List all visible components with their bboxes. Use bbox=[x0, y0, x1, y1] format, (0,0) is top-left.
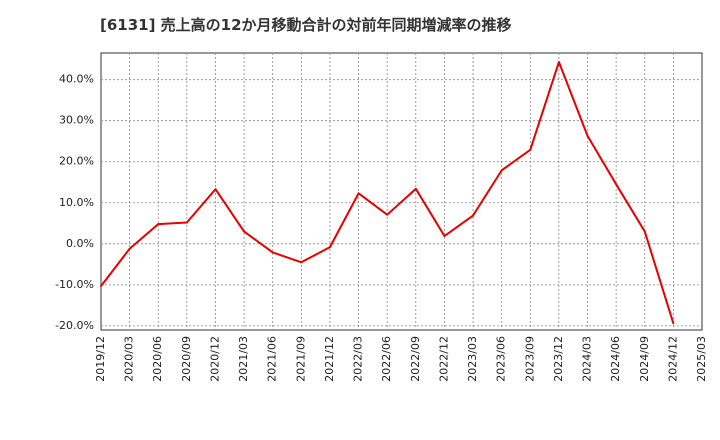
x-tick-label: 2022/06 bbox=[380, 336, 393, 382]
data-point bbox=[414, 187, 417, 190]
chart-title: [6131] 売上高の12か月移動合計の対前年同期増減率の推移 bbox=[100, 16, 512, 34]
x-tick-label: 2023/12 bbox=[552, 336, 565, 382]
y-tick-label: -20.0% bbox=[55, 319, 94, 332]
x-tick-label: 2020/12 bbox=[208, 336, 221, 382]
x-tick-label: 2024/03 bbox=[581, 336, 594, 382]
data-point bbox=[128, 247, 131, 250]
y-tick-label: -10.0% bbox=[55, 278, 94, 291]
x-tick-label: 2021/09 bbox=[294, 336, 307, 382]
x-tick-label: 2025/03 bbox=[695, 336, 708, 382]
y-tick-label: 30.0% bbox=[59, 114, 94, 127]
series-layer bbox=[100, 61, 675, 325]
data-point bbox=[386, 213, 389, 216]
data-point bbox=[157, 223, 160, 226]
data-point bbox=[586, 134, 589, 137]
x-tick-label: 2023/09 bbox=[523, 336, 536, 382]
data-point bbox=[300, 261, 303, 264]
data-point bbox=[558, 61, 560, 63]
x-tick-label: 2022/09 bbox=[409, 336, 422, 382]
x-tick-label: 2020/03 bbox=[123, 336, 136, 382]
x-tick-label: 2024/12 bbox=[666, 336, 679, 382]
data-point bbox=[271, 251, 274, 254]
x-tick-label: 2023/03 bbox=[466, 336, 479, 382]
data-point bbox=[185, 221, 188, 224]
data-point bbox=[443, 235, 446, 237]
data-point bbox=[100, 285, 102, 287]
x-tick-label: 2022/12 bbox=[437, 336, 450, 382]
y-axis-ticks: 40.0% 30.0% 20.0% 10.0% 0.0% -10.0% -20.0% bbox=[55, 73, 94, 332]
x-axis-ticks: 2019/12 2020/03 2020/06 2020/09 2020/12 2021/… bbox=[94, 336, 708, 382]
data-point bbox=[529, 148, 532, 151]
x-tick-label: 2021/03 bbox=[237, 336, 250, 382]
y-tick-label: 40.0% bbox=[59, 73, 94, 86]
data-point bbox=[500, 169, 503, 172]
plot-frame bbox=[100, 52, 703, 331]
data-point bbox=[357, 192, 360, 195]
x-tick-label: 2024/09 bbox=[638, 336, 651, 382]
y-tick-label: 0.0% bbox=[66, 237, 94, 250]
x-tick-label: 2020/09 bbox=[180, 336, 193, 382]
x-tick-label: 2021/12 bbox=[323, 336, 336, 382]
data-point bbox=[243, 230, 245, 233]
x-tick-label: 2024/06 bbox=[609, 336, 622, 382]
x-tick-label: 2020/06 bbox=[151, 336, 164, 382]
data-point bbox=[329, 246, 331, 249]
x-tick-label: 2021/06 bbox=[266, 336, 279, 382]
y-tick-label: 10.0% bbox=[59, 196, 94, 209]
y-tick-label: 20.0% bbox=[59, 155, 94, 168]
data-point bbox=[214, 188, 217, 191]
x-tick-label: 2023/06 bbox=[495, 336, 508, 382]
data-point bbox=[643, 230, 646, 233]
data-point bbox=[672, 322, 675, 325]
x-tick-label: 2022/03 bbox=[352, 336, 365, 382]
x-tick-label: 2019/12 bbox=[94, 336, 107, 382]
data-point bbox=[615, 183, 618, 186]
data-point bbox=[472, 214, 474, 217]
